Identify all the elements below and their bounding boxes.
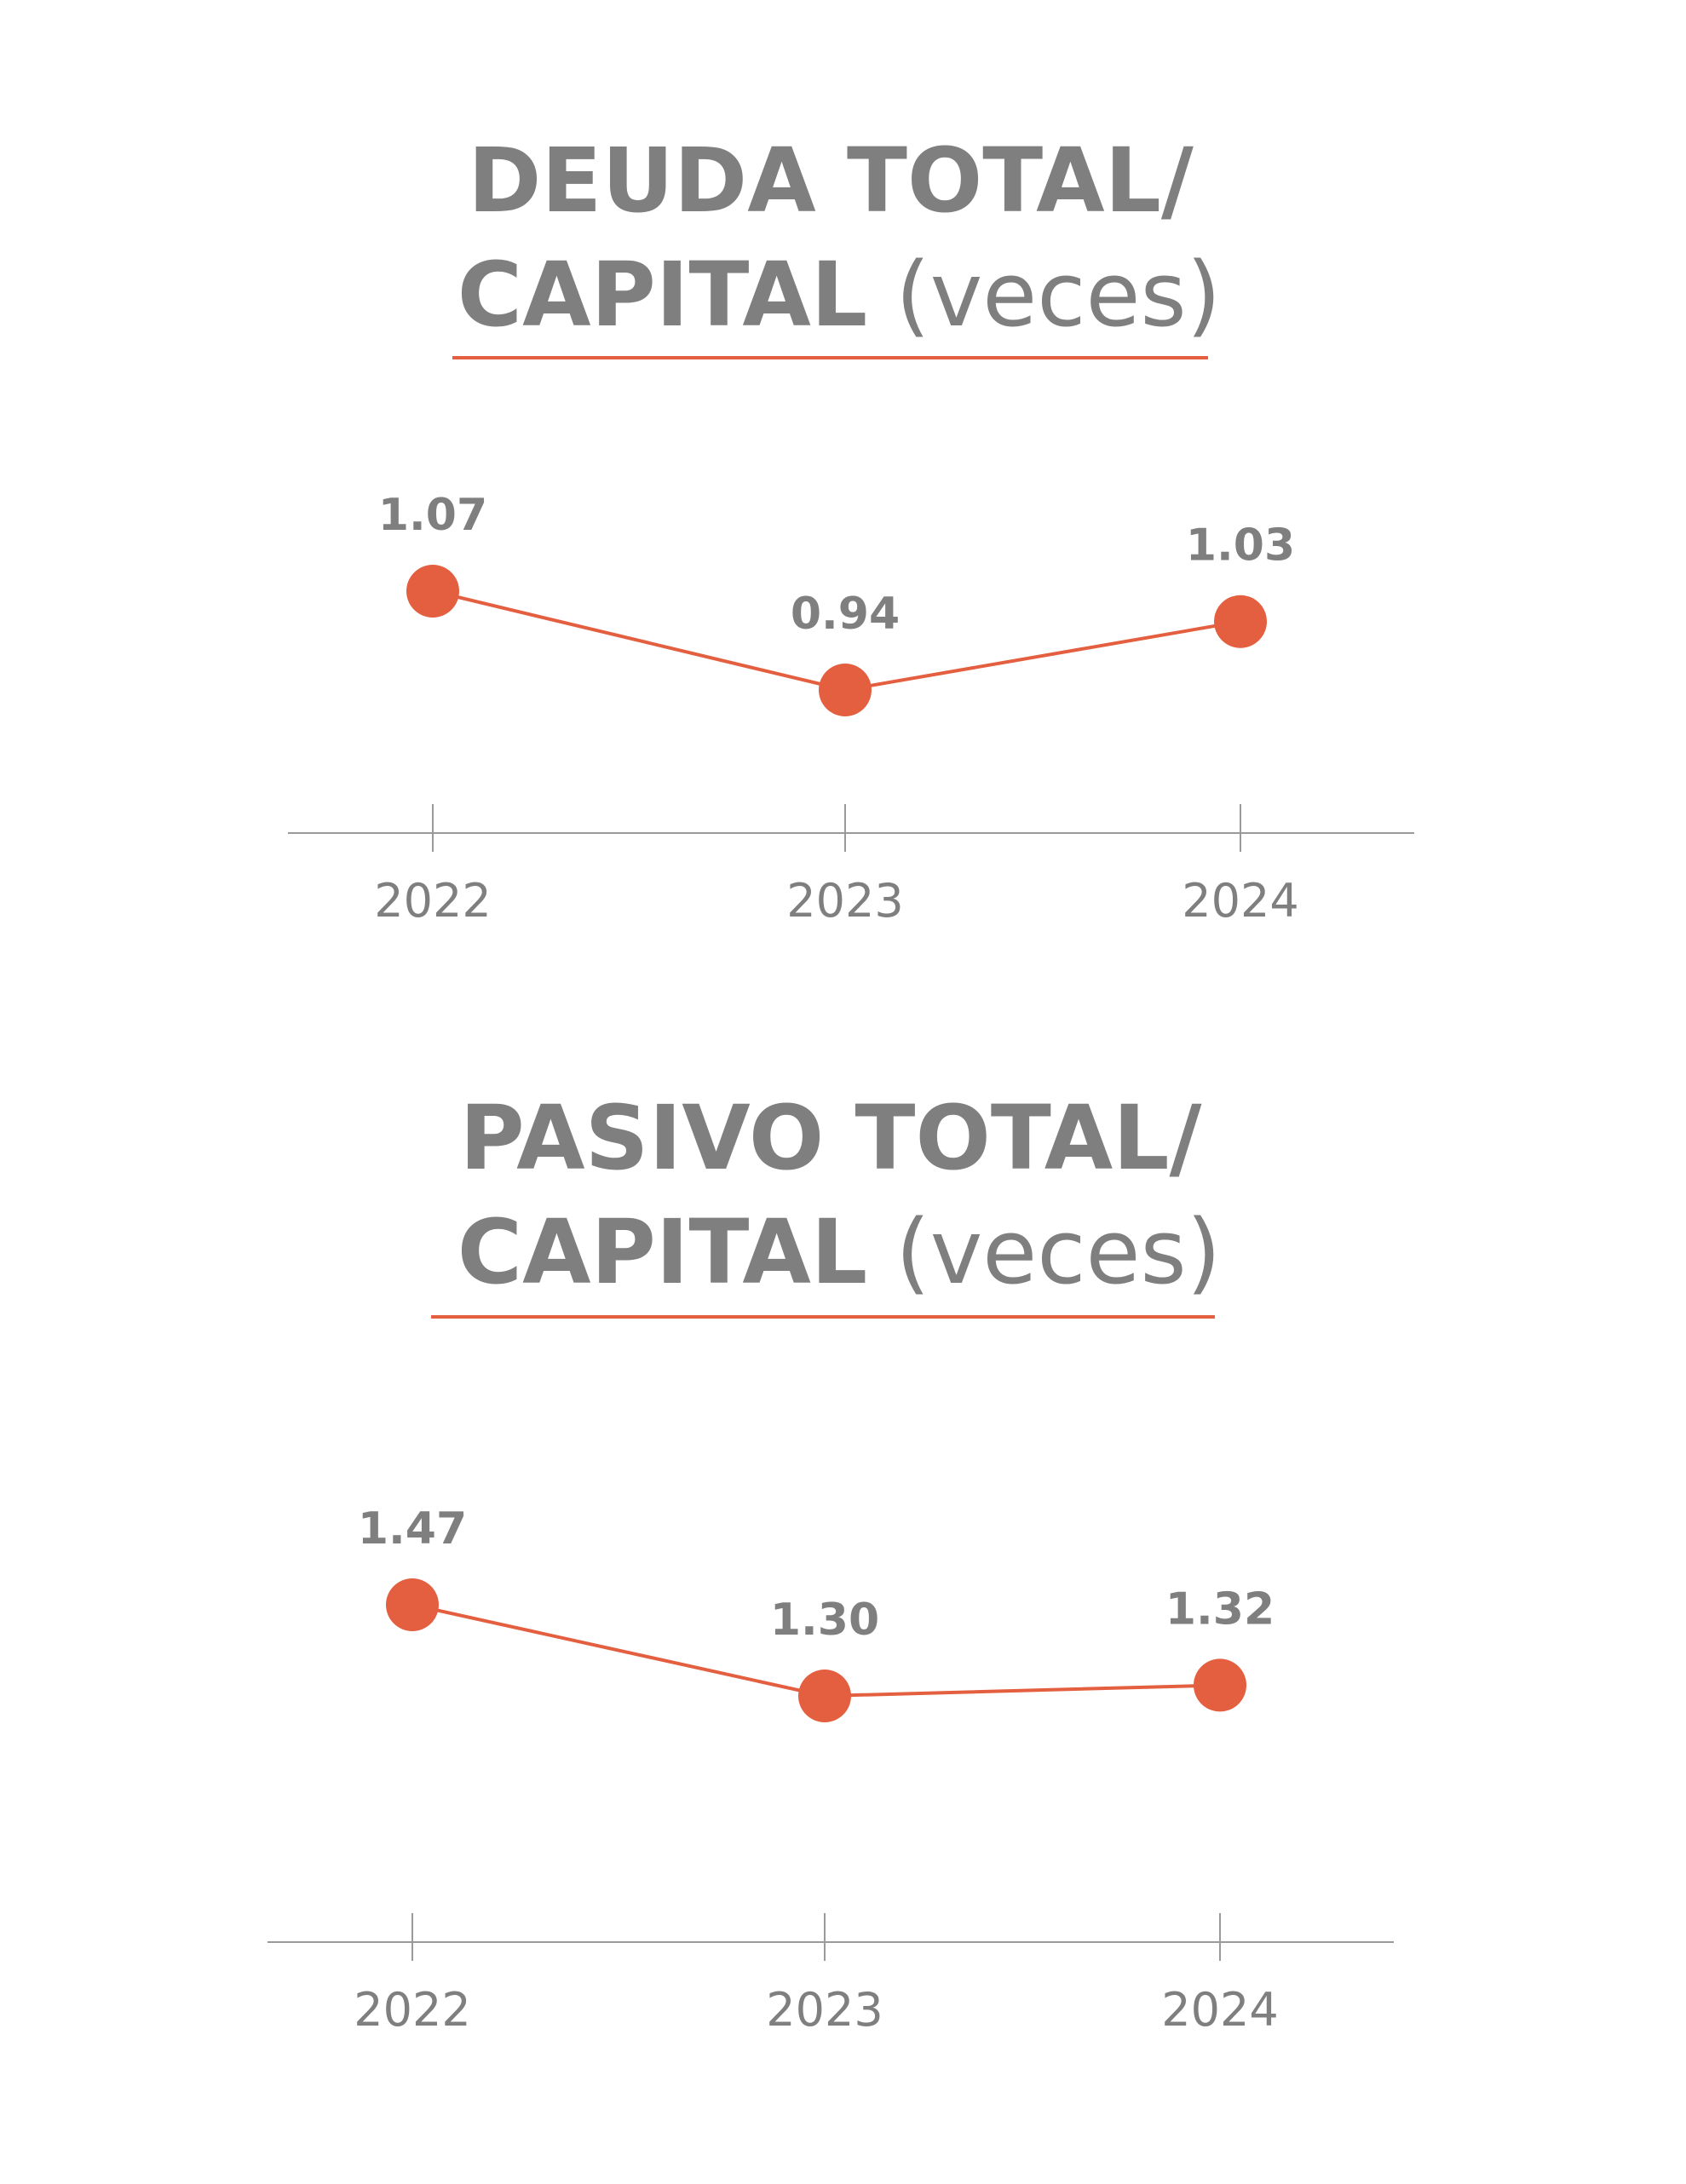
- chart-1-data-point: [1214, 595, 1267, 648]
- chart-2-points: 1.47 1.30 1.32: [358, 1503, 1275, 1722]
- chart-1-points: 1.07 0.94 1.03: [378, 490, 1295, 716]
- chart-1-title-bold: CAPITAL: [457, 243, 867, 347]
- chart-1-data-point: [819, 664, 872, 716]
- chart-1-title-line-1: DEUDA TOTAL/: [468, 129, 1194, 233]
- chart-1-title-line-2: CAPITAL (veces): [457, 243, 1221, 347]
- chart-1-data-label: 0.94: [791, 589, 900, 640]
- chart-1-x-tick-label: 2022: [374, 874, 491, 928]
- chart-1-data-label: 1.03: [1186, 520, 1295, 572]
- chart-1-x-ticks: 2022 2023 2024: [374, 804, 1299, 928]
- chart-2-x-tick-label: 2022: [354, 1983, 470, 2037]
- chart-2-data-point: [798, 1670, 851, 1722]
- chart-deuda-total-capital: DEUDA TOTAL/ CAPITAL (veces) 2022 2023 202…: [288, 129, 1414, 928]
- chart-2-title-line-2: CAPITAL (veces): [457, 1200, 1221, 1304]
- chart-2-x-tick-label: 2024: [1161, 1983, 1278, 2037]
- chart-2-data-label: 1.32: [1165, 1583, 1275, 1635]
- chart-2-title-line-1: PASIVO TOTAL/: [460, 1086, 1202, 1190]
- chart-2-x-ticks: 2022 2023 2024: [354, 1913, 1279, 2037]
- chart-1-x-tick-label: 2023: [786, 874, 903, 928]
- chart-2-data-point: [386, 1578, 439, 1631]
- chart-pasivo-total-capital: PASIVO TOTAL/ CAPITAL (veces) 2022 2023 20…: [268, 1086, 1394, 2037]
- chart-1-data-label: 1.07: [378, 490, 487, 541]
- chart-2-title-bold: CAPITAL: [457, 1200, 867, 1304]
- chart-2-title-light: (veces): [895, 1200, 1221, 1304]
- chart-2-data-label: 1.30: [770, 1595, 879, 1646]
- chart-2-x-tick-label: 2023: [766, 1983, 883, 2037]
- chart-1-x-tick-label: 2024: [1182, 874, 1298, 928]
- chart-2-data-label: 1.47: [358, 1503, 467, 1555]
- chart-1-data-point: [406, 565, 459, 618]
- chart-2-data-point: [1194, 1658, 1246, 1712]
- chart-1-title-light: (veces): [895, 243, 1221, 347]
